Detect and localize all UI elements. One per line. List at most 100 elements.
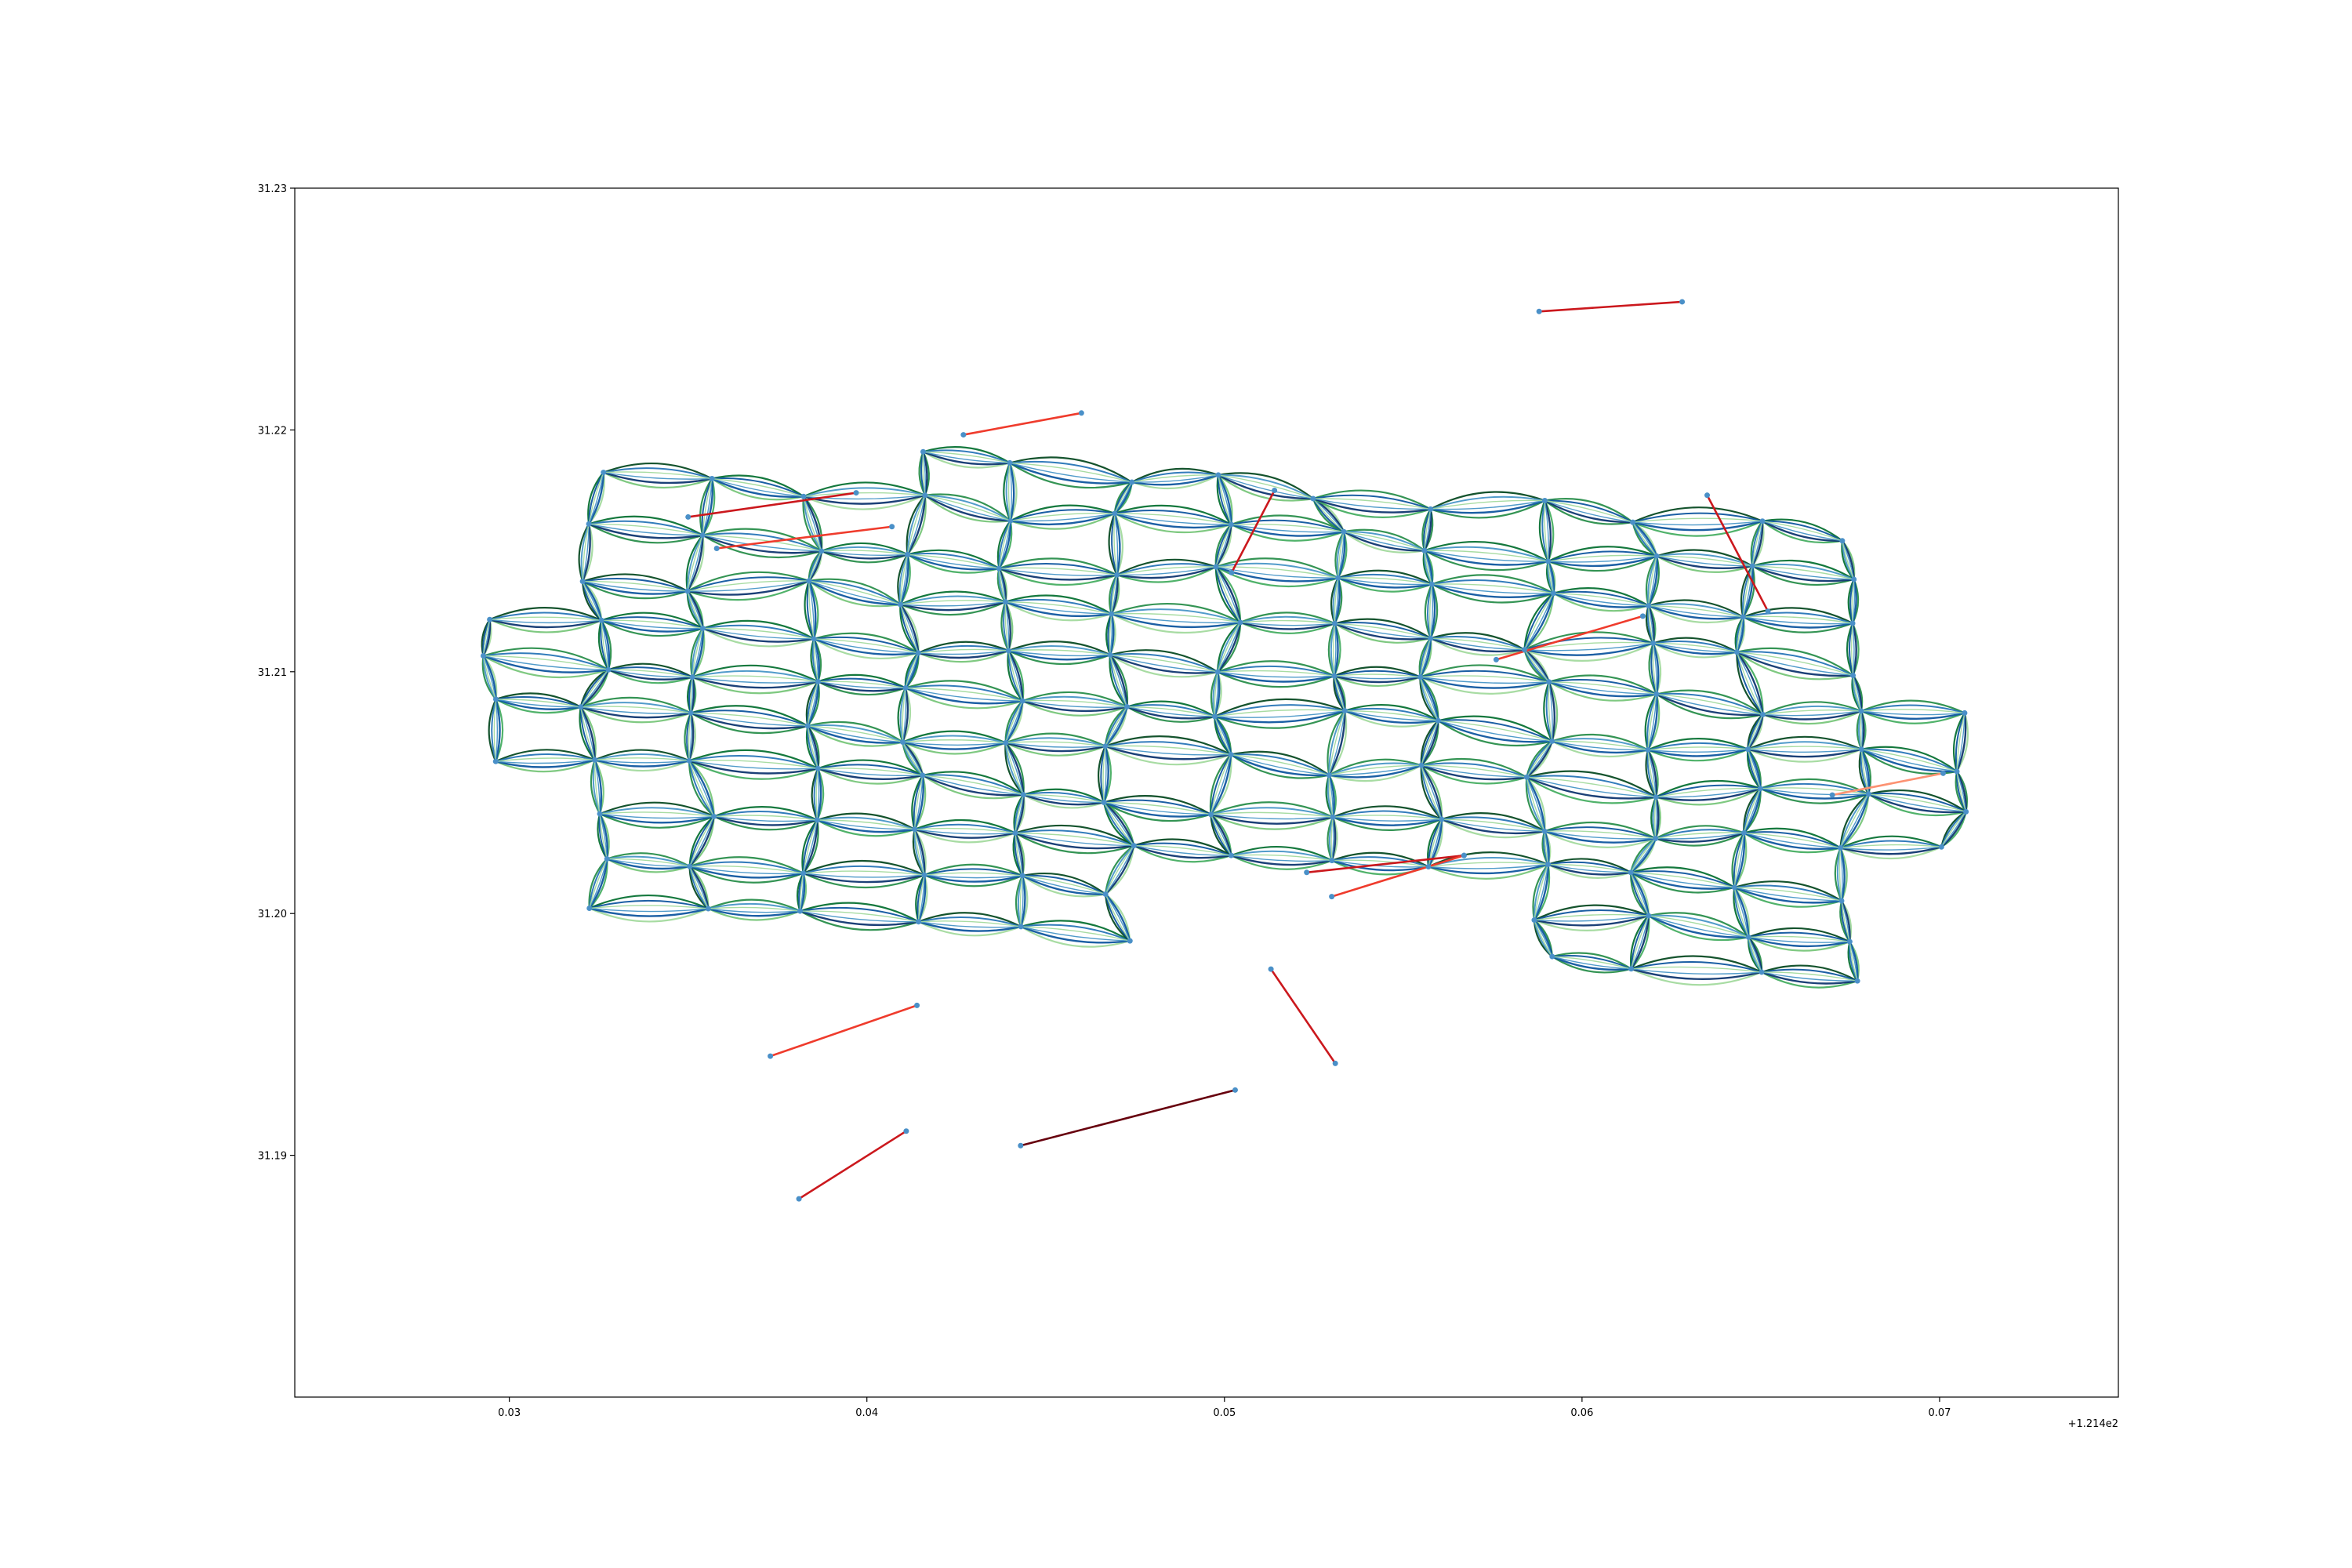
- mesh-edge: [1105, 735, 1232, 756]
- mesh-edge: [821, 546, 908, 556]
- highlight-edge: [1496, 615, 1643, 661]
- mesh-edge: [1343, 531, 1425, 554]
- mesh-edge: [1543, 681, 1553, 742]
- mesh-edge: [1010, 512, 1116, 526]
- mesh-edge: [1653, 642, 1737, 655]
- mesh-node: [1849, 620, 1856, 626]
- mesh-edge: [1022, 695, 1127, 708]
- mesh-edge: [1655, 829, 1744, 840]
- mesh-node: [1940, 770, 1947, 776]
- mesh-edge: [1655, 787, 1761, 806]
- mesh-edge: [1105, 893, 1131, 942]
- mesh-edge: [1334, 623, 1337, 677]
- mesh-edge: [913, 829, 925, 876]
- mesh-edge: [1231, 850, 1333, 862]
- mesh-edge: [803, 496, 822, 552]
- mesh-edge: [1545, 681, 1553, 742]
- mesh-edge: [1748, 927, 1850, 943]
- mesh-edge: [1860, 704, 1965, 714]
- mesh-edge: [603, 471, 713, 489]
- mesh-edge: [800, 910, 919, 923]
- mesh-edge: [687, 579, 810, 596]
- mesh-edge: [495, 692, 582, 708]
- mesh-edge: [1737, 652, 1853, 677]
- mesh-edge: [998, 520, 1011, 569]
- mesh-edge: [1328, 764, 1422, 782]
- mesh-edge: [1331, 817, 1334, 861]
- mesh-edge: [1630, 915, 1650, 970]
- mesh-edge: [924, 874, 1023, 879]
- mesh-edge: [1748, 735, 1862, 750]
- axes-frame: [294, 187, 2119, 1398]
- mesh-edge: [1655, 832, 1744, 840]
- mesh-edge: [1345, 707, 1439, 722]
- mesh-edge: [691, 676, 818, 689]
- mesh-edge: [1111, 613, 1241, 624]
- mesh-node: [902, 684, 909, 691]
- mesh-edge: [1647, 750, 1657, 797]
- mesh-edge: [1648, 915, 1749, 938]
- mesh-edge: [913, 775, 924, 830]
- mesh-edge: [1836, 848, 1842, 902]
- mesh-edge: [1553, 590, 1650, 607]
- mesh-edge: [711, 477, 804, 501]
- mesh-edge: [803, 859, 925, 877]
- mesh-edge: [711, 477, 804, 498]
- mesh-edge: [1127, 704, 1215, 717]
- mesh-edge: [1218, 671, 1334, 678]
- mesh-edge: [489, 607, 602, 622]
- mesh-edge: [902, 739, 1006, 744]
- mesh-edge: [1215, 557, 1339, 579]
- mesh-edge: [588, 472, 604, 524]
- mesh-edge: [900, 601, 1006, 616]
- mesh-edge: [1548, 863, 1632, 873]
- mesh-edge: [491, 699, 497, 762]
- mesh-edge: [1231, 524, 1345, 533]
- mesh-node: [897, 601, 903, 608]
- mesh-edge: [713, 815, 818, 831]
- mesh-edge: [1105, 894, 1131, 942]
- mesh-edge: [1009, 462, 1132, 483]
- mesh-edge: [702, 528, 822, 552]
- mesh-edge: [917, 875, 925, 922]
- mesh-edge: [1231, 854, 1333, 862]
- mesh-edge: [1868, 789, 1967, 813]
- mesh-edge: [689, 865, 804, 874]
- mesh-edge: [1014, 833, 1023, 877]
- mesh-node: [796, 1196, 802, 1202]
- mesh-edge: [1103, 795, 1211, 815]
- mesh-edge: [1429, 583, 1436, 639]
- mesh-edge: [1419, 677, 1439, 721]
- mesh-edge: [1861, 748, 1958, 772]
- mesh-edge: [1019, 875, 1023, 927]
- mesh-edge: [1655, 784, 1761, 798]
- mesh-edge: [1105, 745, 1232, 766]
- mesh-node: [1759, 711, 1766, 717]
- highlight-edge: [770, 1004, 918, 1058]
- mesh-edge: [1656, 787, 1761, 798]
- mesh-edge: [922, 775, 1024, 796]
- mesh-edge: [1552, 592, 1650, 612]
- mesh-edge: [1215, 566, 1338, 579]
- mesh-edge: [1329, 764, 1422, 776]
- mesh-node: [711, 813, 717, 819]
- mesh-edge: [1214, 716, 1232, 755]
- mesh-edge: [1647, 694, 1657, 750]
- mesh-edge: [603, 471, 713, 480]
- mesh-edge: [687, 535, 703, 592]
- mesh-edge: [608, 669, 693, 678]
- mesh-edge: [1526, 776, 1657, 800]
- mesh-edge: [1956, 713, 1965, 772]
- mesh-edge: [1328, 758, 1422, 776]
- mesh-node: [1214, 669, 1221, 675]
- mesh-edge: [1632, 521, 1657, 557]
- mesh-edge: [1653, 642, 1737, 659]
- mesh-edge: [1428, 851, 1549, 868]
- mesh-edge: [1544, 499, 1633, 524]
- mesh-edge: [1760, 788, 1869, 796]
- mesh-edge: [813, 636, 919, 654]
- mesh-edge: [807, 681, 819, 726]
- mesh-edge: [1849, 622, 1854, 676]
- mesh-edge: [918, 920, 1022, 932]
- mesh-edge: [1009, 460, 1133, 483]
